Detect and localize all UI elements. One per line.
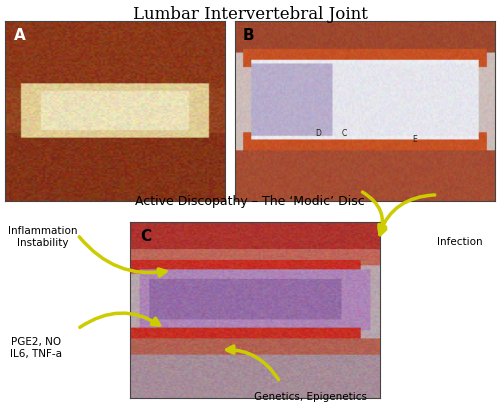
Text: Inflammation
Instability: Inflammation Instability — [8, 226, 77, 248]
Text: A: A — [14, 28, 26, 43]
Text: Active Discopathy – The ‘Modic’ Disc: Active Discopathy – The ‘Modic’ Disc — [135, 195, 365, 208]
FancyArrowPatch shape — [80, 237, 166, 276]
Text: E: E — [412, 134, 416, 144]
Text: C: C — [342, 129, 347, 138]
Text: Lumbar Intervertebral Joint: Lumbar Intervertebral Joint — [132, 6, 368, 23]
Text: Genetics, Epigenetics: Genetics, Epigenetics — [254, 392, 366, 402]
Text: D: D — [316, 129, 322, 138]
FancyArrowPatch shape — [80, 313, 160, 327]
FancyArrowPatch shape — [226, 346, 278, 380]
Text: B: B — [243, 28, 254, 43]
FancyArrowPatch shape — [362, 192, 386, 235]
Text: Infection: Infection — [437, 237, 483, 247]
Text: C: C — [140, 229, 151, 244]
FancyArrowPatch shape — [379, 195, 434, 233]
Text: PGE2, NO
IL6, TNF-a: PGE2, NO IL6, TNF-a — [10, 337, 62, 359]
